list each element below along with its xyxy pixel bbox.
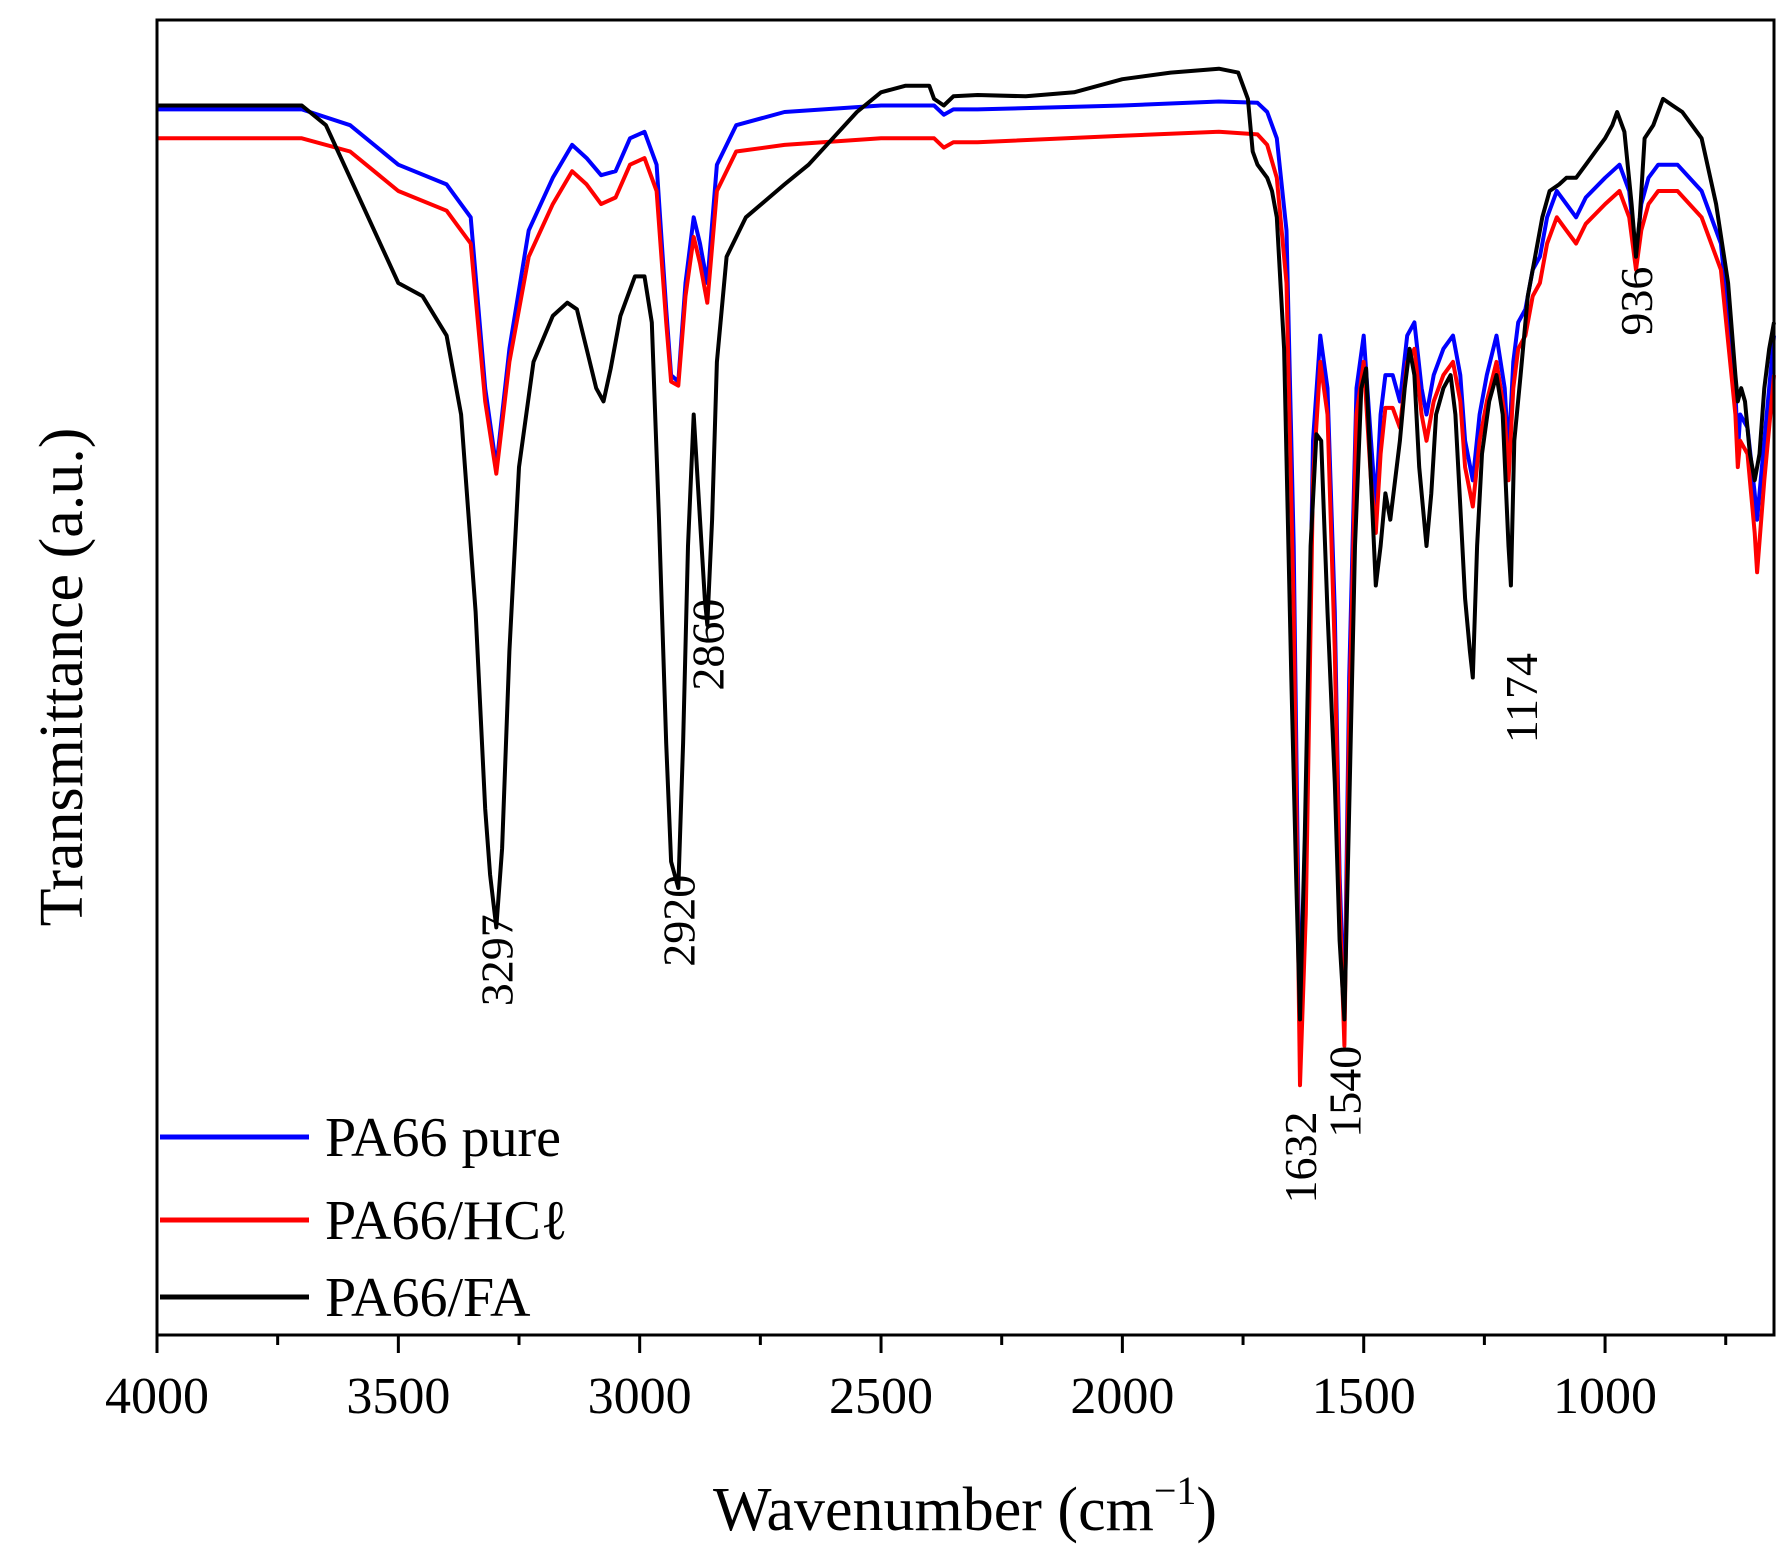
- series-line-0: [157, 99, 1776, 1035]
- x-tick-label: 3000: [588, 1368, 692, 1425]
- peak-label-1540: 1540: [1319, 1046, 1370, 1138]
- legend-label-pa66-fa: PA66/FA: [325, 1267, 531, 1329]
- y-axis-title: Transmittance (a.u.): [28, 428, 96, 927]
- peak-label-1632: 1632: [1275, 1112, 1326, 1204]
- x-axis-title-main: Wavenumber (cm: [713, 1476, 1154, 1544]
- peak-label-3297: 3297: [471, 914, 522, 1006]
- plot-frame: [155, 18, 1776, 1337]
- series-curves: [157, 66, 1776, 1088]
- x-tick-label: 2500: [829, 1368, 933, 1425]
- x-axis-title: Wavenumber (cm−1): [713, 1468, 1217, 1544]
- peak-label-2920: 2920: [653, 875, 704, 967]
- legend-label-pa66-pure: PA66 pure: [325, 1107, 561, 1169]
- x-tick-label: 4000: [105, 1368, 209, 1425]
- legend: PA66 pure PA66/HCℓ PA66/FA: [160, 1107, 568, 1329]
- peak-label-2860: 2860: [682, 599, 733, 691]
- x-axis-title-close: ): [1196, 1476, 1217, 1544]
- x-tick-label: 3500: [346, 1368, 450, 1425]
- x-axis-title-exponent: −1: [1154, 1468, 1197, 1513]
- x-tick-label: 2000: [1070, 1368, 1174, 1425]
- x-axis-ticks: 4000 3500 3000 2500 2000 1500 1000: [105, 1335, 1728, 1425]
- x-tick-label: 1500: [1312, 1368, 1416, 1425]
- series-line-2: [157, 66, 1776, 1022]
- peak-label-1174: 1174: [1496, 653, 1547, 743]
- x-tick-label: 1000: [1553, 1368, 1657, 1425]
- legend-label-pa66-hcl: PA66/HCℓ: [325, 1190, 568, 1252]
- peak-label-936: 936: [1611, 267, 1662, 336]
